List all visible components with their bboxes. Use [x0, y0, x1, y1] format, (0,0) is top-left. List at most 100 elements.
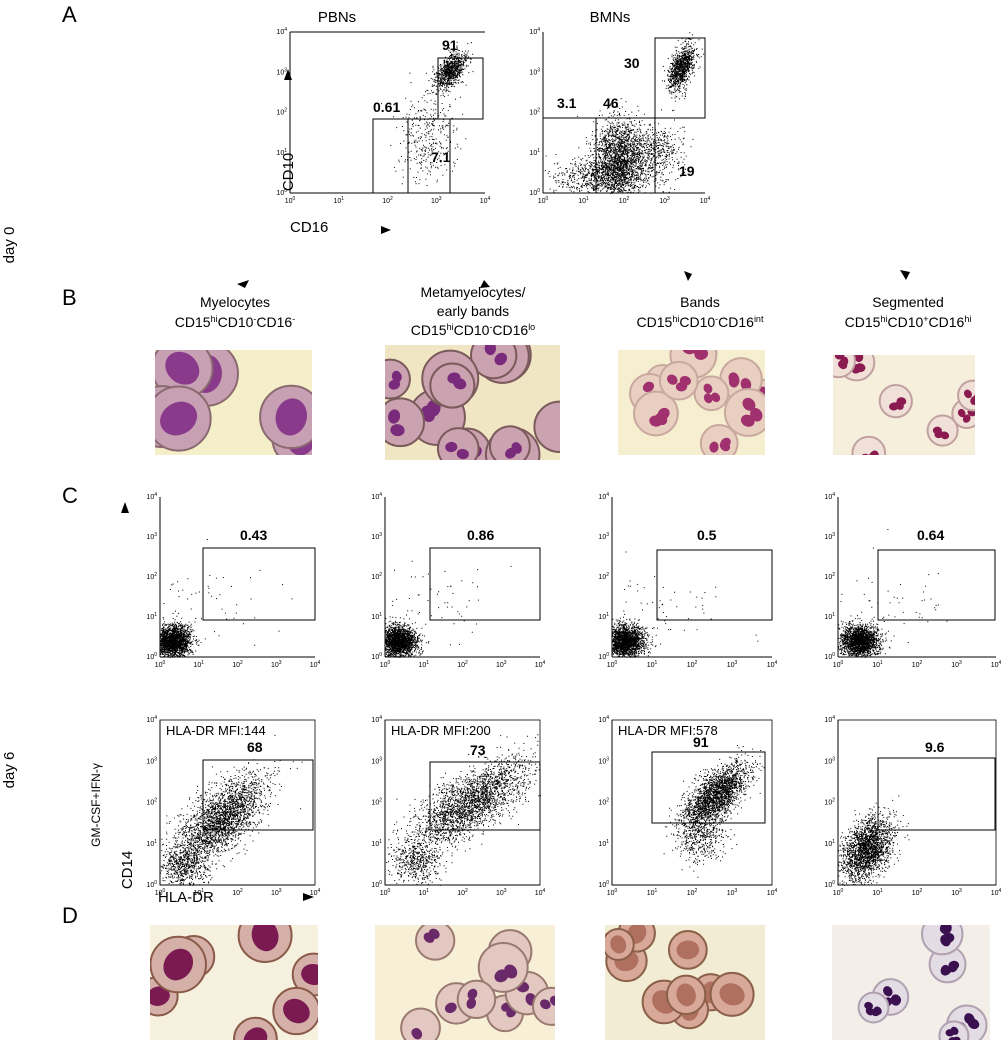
tick-exponent: 3 [959, 660, 962, 666]
tick-exponent: 3 [379, 756, 382, 762]
nucleus [444, 1002, 457, 1014]
gate [202, 759, 314, 831]
mfi-label: HLA-DR MFI:578 [618, 723, 718, 738]
tick-base: 10 [824, 717, 832, 724]
tick-label: 103 [727, 888, 738, 897]
population-name: Segmented [872, 294, 944, 310]
tick-label: 101 [146, 612, 157, 621]
tick-label: 100 [607, 888, 618, 897]
tick-label: 103 [371, 532, 382, 541]
tick-label: 102 [232, 660, 243, 669]
tick-base: 10 [824, 534, 832, 541]
mfi-label: HLA-DR MFI:144 [166, 723, 266, 738]
tick-base: 10 [598, 800, 606, 807]
nucleus [703, 383, 713, 394]
tick-label: 103 [431, 196, 442, 205]
tick-base: 10 [310, 662, 318, 669]
gate-value: 0.86 [467, 527, 494, 543]
cell [878, 384, 913, 419]
nucleus [504, 964, 518, 979]
tick-label: 101 [578, 196, 589, 205]
tick-label: 102 [619, 196, 630, 205]
tick-label: 100 [285, 196, 296, 205]
marker-level: + [923, 314, 928, 324]
tick-base: 10 [824, 574, 832, 581]
tick-label: 100 [607, 660, 618, 669]
nucleus [951, 1036, 961, 1040]
tick-exponent: 0 [832, 880, 835, 886]
nucleus [494, 352, 508, 366]
tick-base: 10 [371, 534, 379, 541]
panel-label: C [62, 483, 78, 508]
nucleus [423, 932, 435, 943]
gate [202, 547, 316, 621]
tick-base: 10 [824, 758, 832, 765]
tick-exponent: 2 [240, 888, 243, 894]
tick-base: 10 [371, 574, 379, 581]
marker-level: - [292, 314, 295, 324]
nucleus [883, 986, 893, 997]
events [381, 41, 474, 186]
cell [633, 390, 679, 437]
tick-exponent: 4 [606, 715, 609, 721]
tick-exponent: 0 [841, 888, 844, 894]
nucleus [160, 401, 198, 436]
tick-label: 103 [598, 532, 609, 541]
tick-base: 10 [912, 662, 920, 669]
tick-label: 100 [598, 880, 609, 889]
events [160, 734, 303, 886]
gate-value: 73 [470, 742, 486, 758]
tick-base: 10 [276, 190, 284, 197]
nucleus [694, 350, 709, 360]
tick-base: 10 [232, 890, 240, 897]
tick-label: 104 [700, 196, 711, 205]
cell [857, 991, 890, 1024]
tick-exponent: 4 [318, 888, 321, 894]
population-name: Metamyelocytes/ [420, 284, 525, 300]
tick-base: 10 [146, 614, 154, 621]
nucleus [388, 409, 401, 424]
marker: CD10 [218, 314, 254, 330]
tick-base: 10 [598, 614, 606, 621]
nucleus [740, 378, 752, 391]
frame [611, 719, 773, 886]
nucleus [945, 1029, 955, 1037]
arrow [900, 270, 910, 280]
nucleus [940, 964, 950, 976]
tick-exponent: 4 [832, 492, 835, 498]
tick-base: 10 [193, 662, 201, 669]
axis-label: CD14 [119, 851, 136, 889]
arrow [480, 280, 490, 288]
phenotype: CD15hi​CD10+​CD16hi​ [845, 314, 972, 330]
marker: CD15 [637, 314, 673, 330]
tick-exponent: 2 [284, 108, 287, 114]
cell [385, 397, 426, 448]
tick-label: 104 [310, 660, 321, 669]
tick-label: 102 [146, 572, 157, 581]
tick-label: 100 [380, 660, 391, 669]
tick-base: 10 [951, 890, 959, 897]
tick-label: 104 [310, 888, 321, 897]
tick-base: 10 [146, 800, 154, 807]
gate-value: 7.1 [431, 149, 451, 165]
tick-base: 10 [382, 198, 390, 205]
axis-label: CD16 [290, 219, 328, 236]
tick-label: 103 [496, 660, 507, 669]
micrograph [833, 355, 975, 455]
tick-base: 10 [431, 198, 439, 205]
tick-exponent: 3 [832, 532, 835, 538]
tick-label: 102 [382, 196, 393, 205]
tick-label: 104 [824, 715, 835, 724]
tick-exponent: 3 [154, 532, 157, 538]
tick-base: 10 [155, 890, 163, 897]
tick-base: 10 [598, 882, 606, 889]
cell [957, 379, 975, 412]
tick-label: 103 [529, 67, 540, 76]
gate-value: 91 [442, 37, 458, 53]
tick-exponent: 0 [615, 888, 618, 894]
tick-exponent: 1 [586, 196, 589, 202]
nucleus [676, 983, 696, 1007]
tick-base: 10 [371, 717, 379, 724]
tick-exponent: 0 [154, 652, 157, 658]
tick-exponent: 4 [832, 715, 835, 721]
